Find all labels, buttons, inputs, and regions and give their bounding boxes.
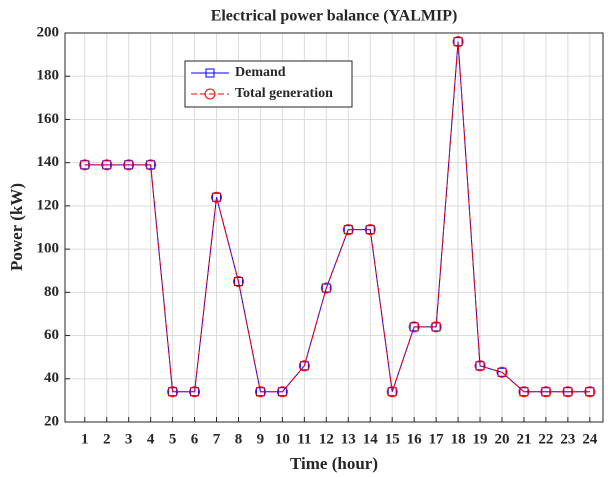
point-marker [364,224,376,236]
x-tick-label: 21 [516,431,531,447]
point-marker [386,386,398,398]
point-marker [233,277,243,287]
point-marker [232,276,244,288]
y-tick-label: 40 [44,370,59,386]
x-tick-label: 24 [582,431,598,447]
point-marker [409,322,419,332]
legend-label: Demand [235,65,286,80]
point-marker [519,387,529,397]
y-tick-label: 120 [37,197,60,213]
x-tick-label: 17 [429,431,445,447]
y-tick-label: 200 [37,24,60,40]
y-tick-label: 140 [37,154,60,170]
x-axis-label: Time (hour) [290,454,378,473]
x-tick-label: 3 [125,431,133,447]
x-tick-label: 4 [147,431,155,447]
x-tick-label: 6 [191,431,199,447]
point-marker [101,159,113,171]
x-tick-label: 13 [341,431,356,447]
point-marker [320,282,332,294]
x-tick-label: 16 [407,431,423,447]
point-marker [79,159,91,171]
point-marker [189,386,201,398]
x-tick-label: 23 [560,431,575,447]
chart-title: Electrical power balance (YALMIP) [211,8,458,25]
x-tick-label: 15 [385,431,400,447]
y-tick-label: 160 [37,111,60,127]
y-tick-label: 180 [37,68,60,84]
point-marker [387,387,397,397]
legend-marker [204,88,216,100]
point-marker [298,360,310,372]
point-marker [474,360,486,372]
point-marker [518,386,530,398]
y-tick-label: 20 [44,413,59,429]
point-marker [145,159,157,171]
x-tick-label: 12 [319,431,334,447]
point-marker [408,321,420,333]
x-tick-label: 14 [363,431,379,447]
point-marker [497,367,507,377]
x-tick-label: 18 [451,431,466,447]
point-marker [146,160,156,170]
series-line [84,41,590,393]
point-marker [276,386,288,398]
y-axis-label: Power (kW) [7,183,26,271]
x-tick-label: 5 [169,431,177,447]
point-marker [321,283,331,293]
y-tick-label: 60 [44,327,59,343]
legend-marker [205,68,215,78]
point-marker [430,321,442,333]
x-tick-label: 10 [275,431,290,447]
plot-frame [64,32,604,423]
point-marker [102,160,112,170]
point-marker [277,387,287,397]
point-marker [167,386,179,398]
point-marker [299,361,309,371]
point-marker [562,386,574,398]
y-tick-label: 100 [37,241,60,257]
x-tick-label: 19 [473,431,488,447]
legend-label: Total generation [235,86,333,101]
point-marker [452,36,464,48]
point-marker [254,386,266,398]
point-marker [123,159,135,171]
point-marker [342,224,354,236]
y-tick-label: 80 [44,284,59,300]
x-tick-label: 20 [494,431,509,447]
point-marker [584,386,596,398]
point-marker [563,387,573,397]
legend-box [184,60,353,108]
x-tick-label: 11 [297,431,311,447]
x-tick-label: 8 [235,431,243,447]
point-marker [496,366,508,378]
x-tick-label: 7 [213,431,221,447]
x-tick-label: 2 [103,431,111,447]
x-tick-label: 1 [81,431,89,447]
x-tick-label: 9 [257,431,265,447]
point-marker [540,386,552,398]
point-marker [211,191,223,203]
x-tick-label: 22 [538,431,553,447]
